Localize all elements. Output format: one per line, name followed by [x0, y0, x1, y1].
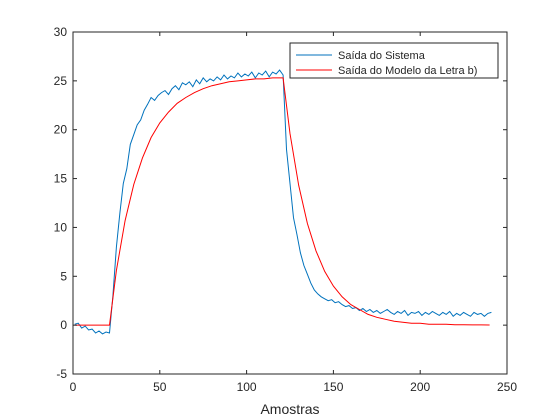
y-tick-label: 30 — [54, 25, 68, 39]
y-axis-ticks: -5 0 5 10 15 20 25 30 — [54, 25, 507, 381]
y-tick-label: 0 — [60, 318, 67, 332]
series-line-model — [74, 77, 490, 326]
x-tick-label: 250 — [497, 380, 517, 394]
x-tick-label: 150 — [323, 380, 343, 394]
series-line-system — [74, 69, 492, 335]
y-tick-label: 5 — [60, 269, 67, 283]
y-tick-label: 20 — [54, 123, 68, 137]
x-tick-label: 200 — [410, 380, 430, 394]
legend-label-model: Saída do Modelo da Letra b) — [338, 65, 477, 77]
legend: Saída do Sistema Saída do Modelo da Letr… — [289, 42, 499, 79]
x-axis-label: Amostras — [260, 401, 319, 417]
x-axis-ticks: 0 50 100 150 200 250 — [70, 32, 517, 394]
y-tick-label: 15 — [54, 172, 68, 186]
x-tick-label: 50 — [153, 380, 167, 394]
plot-area — [73, 32, 507, 374]
y-tick-label: 25 — [54, 74, 68, 88]
y-tick-label: 10 — [54, 220, 68, 234]
series-layer — [74, 69, 492, 335]
y-tick-label: -5 — [56, 367, 67, 381]
plot-frame — [72, 31, 508, 375]
legend-label-system: Saída do Sistema — [338, 50, 426, 62]
legend-box — [289, 42, 499, 79]
x-tick-label: 100 — [237, 380, 257, 394]
x-tick-label: 0 — [70, 380, 77, 394]
